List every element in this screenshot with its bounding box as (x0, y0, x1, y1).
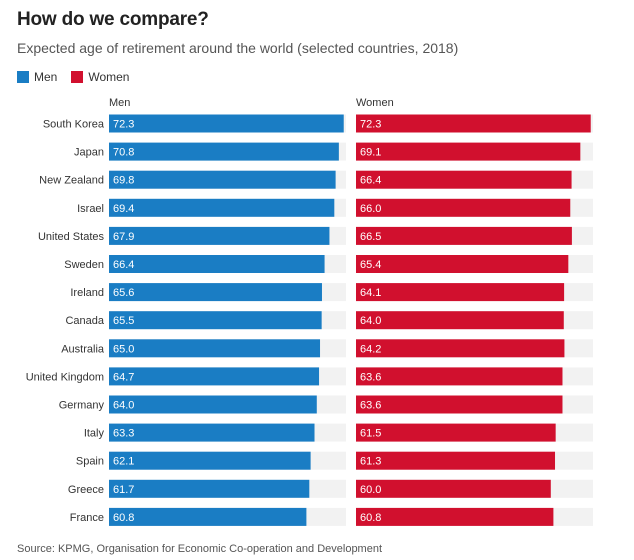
women-bar (356, 507, 554, 526)
men-bar (109, 114, 344, 133)
women-value-label: 66.4 (360, 175, 381, 187)
category-label: Australia (61, 343, 105, 355)
legend-swatch-men (17, 71, 29, 83)
men-value-label: 65.6 (113, 287, 134, 299)
men-value-label: 62.1 (113, 456, 134, 468)
men-bar (109, 367, 320, 386)
category-label: United Kingdom (26, 371, 104, 383)
women-bar (356, 367, 563, 386)
men-bar (109, 255, 325, 273)
women-value-label: 65.4 (360, 259, 381, 271)
men-value-label: 66.4 (113, 259, 134, 271)
men-bar (109, 423, 315, 442)
men-bar (109, 339, 321, 358)
legend-swatch-women (71, 71, 84, 83)
men-value-label: 69.8 (113, 175, 134, 187)
women-value-label: 63.6 (360, 400, 381, 412)
category-label: Israel (77, 203, 104, 215)
women-value-label: 64.0 (360, 315, 381, 327)
men-bar (109, 226, 330, 245)
women-bar (356, 255, 569, 273)
legend-item-women: Women (71, 70, 129, 84)
women-value-label: 61.3 (360, 456, 381, 468)
women-value-label: 61.5 (360, 428, 381, 440)
chart-subtitle: Expected age of retirement around the wo… (17, 40, 459, 56)
women-bar (356, 423, 556, 442)
category-label: Spain (76, 456, 104, 468)
chart-title: How do we compare? (17, 9, 209, 30)
category-label: Japan (74, 147, 104, 159)
women-value-label: 64.2 (360, 343, 381, 355)
men-value-label: 70.8 (113, 147, 134, 159)
women-value-label: 64.1 (360, 287, 381, 299)
men-bar (109, 311, 322, 330)
category-label: Sweden (64, 259, 104, 271)
men-value-label: 72.3 (113, 119, 134, 131)
men-bar (109, 170, 336, 189)
women-bar (356, 114, 591, 133)
men-bar (109, 142, 339, 161)
men-value-label: 67.9 (113, 231, 134, 243)
legend-item-men: Men (17, 70, 57, 84)
men-value-label: 65.0 (113, 343, 134, 355)
category-label: New Zealand (39, 175, 104, 187)
category-label: Canada (65, 315, 104, 327)
men-value-label: 63.3 (113, 428, 134, 440)
legend-label-men: Men (34, 70, 58, 84)
women-value-label: 66.5 (360, 231, 381, 243)
category-label: France (70, 512, 104, 524)
women-value-label: 60.8 (360, 512, 381, 524)
women-bar (356, 226, 572, 245)
source-note: Source: KPMG, Organisation for Economic … (17, 543, 383, 555)
legend: Men Women (17, 70, 143, 84)
women-value-label: 66.0 (360, 203, 381, 215)
men-bar (109, 283, 322, 302)
category-label: South Korea (43, 119, 105, 131)
women-panel-label: Women (356, 97, 394, 109)
category-label: Ireland (70, 287, 104, 299)
women-bar (356, 339, 565, 358)
men-bar (109, 451, 311, 470)
men-value-label: 64.0 (113, 400, 134, 412)
women-bar (356, 311, 564, 330)
women-bar (356, 142, 581, 161)
women-bar (356, 198, 571, 217)
category-label: Greece (68, 484, 104, 496)
men-bar (109, 198, 335, 217)
women-bar (356, 395, 563, 414)
women-value-label: 69.1 (360, 147, 381, 159)
category-label: Germany (59, 400, 105, 412)
men-bar (109, 507, 307, 526)
category-label: Italy (84, 428, 105, 440)
category-label: United States (38, 231, 105, 243)
women-bar (356, 479, 551, 498)
women-value-label: 63.6 (360, 371, 381, 383)
women-value-label: 72.3 (360, 119, 381, 131)
men-value-label: 61.7 (113, 484, 134, 496)
men-value-label: 65.5 (113, 315, 134, 327)
women-value-label: 60.0 (360, 484, 381, 496)
men-value-label: 69.4 (113, 203, 134, 215)
men-bar (109, 479, 310, 498)
men-value-label: 64.7 (113, 371, 134, 383)
men-panel-label: Men (109, 97, 131, 109)
men-bar (109, 395, 317, 414)
legend-label-women: Women (88, 70, 130, 84)
women-bar (356, 170, 572, 189)
women-bar (356, 451, 556, 470)
women-bar (356, 283, 565, 302)
men-value-label: 60.8 (113, 512, 134, 524)
